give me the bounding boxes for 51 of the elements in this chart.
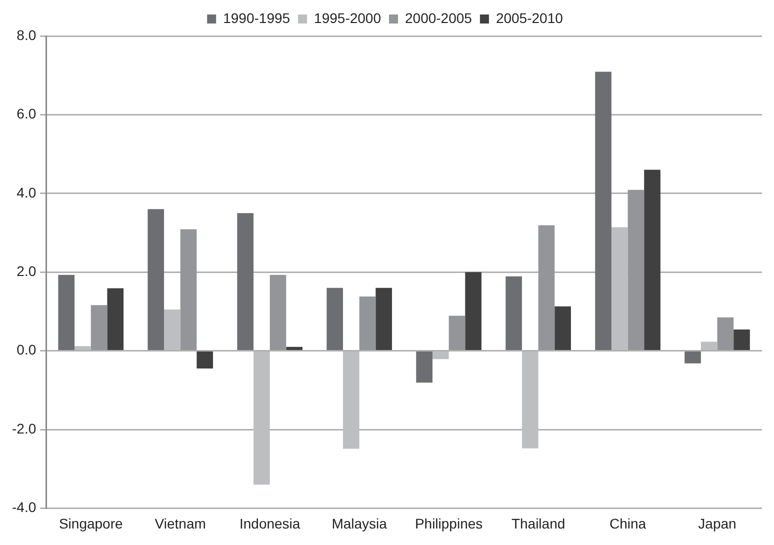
bar xyxy=(107,288,124,350)
bar xyxy=(644,170,660,350)
bar xyxy=(538,225,555,350)
bar xyxy=(554,306,571,350)
y-tick-label: 4.0 xyxy=(16,184,36,200)
y-tick-label: 6.0 xyxy=(16,106,36,122)
bar xyxy=(416,352,432,383)
bar xyxy=(448,316,466,350)
y-tick-label: -2.0 xyxy=(12,420,36,436)
y-tick-label: 0.0 xyxy=(16,342,36,358)
bar xyxy=(700,342,718,350)
bar xyxy=(74,346,91,350)
bar xyxy=(148,209,164,350)
bar xyxy=(180,229,197,350)
bar xyxy=(326,288,343,350)
x-tick-label: Thailand xyxy=(511,515,566,532)
legend-label: 2005-2010 xyxy=(496,10,564,26)
y-tick-label: -4.0 xyxy=(12,499,36,516)
bar xyxy=(342,352,360,449)
bar xyxy=(717,317,734,350)
bar xyxy=(611,227,628,350)
bar xyxy=(522,352,538,448)
x-tick-label: Japan xyxy=(698,515,736,532)
y-tick-label: 2.0 xyxy=(16,262,36,279)
bar xyxy=(254,352,270,485)
bar xyxy=(595,72,612,350)
y-tick-label: 8.0 xyxy=(16,26,36,43)
x-tick-label: China xyxy=(609,515,646,532)
x-tick-label: Vietnam xyxy=(154,515,206,532)
bar xyxy=(506,276,522,350)
bar xyxy=(58,274,75,350)
bar xyxy=(286,346,302,350)
bar xyxy=(237,213,254,350)
x-tick-label: Malaysia xyxy=(332,515,388,532)
bar xyxy=(628,190,644,350)
legend-label: 1995-2000 xyxy=(314,10,382,26)
bar xyxy=(270,274,286,350)
bar xyxy=(684,352,701,364)
bar xyxy=(432,352,449,360)
bar xyxy=(465,272,482,350)
x-tick-label: Philippines xyxy=(414,515,483,532)
x-tick-label: Indonesia xyxy=(239,515,300,532)
legend-label: 1990-1995 xyxy=(223,10,290,26)
bar xyxy=(90,305,108,350)
bar xyxy=(734,330,750,350)
x-tick-label: Singapore xyxy=(58,515,123,532)
bar xyxy=(359,296,376,350)
legend-label: 2000-2005 xyxy=(405,10,472,26)
bar xyxy=(196,352,214,369)
bar xyxy=(164,309,180,350)
bar xyxy=(376,288,392,350)
